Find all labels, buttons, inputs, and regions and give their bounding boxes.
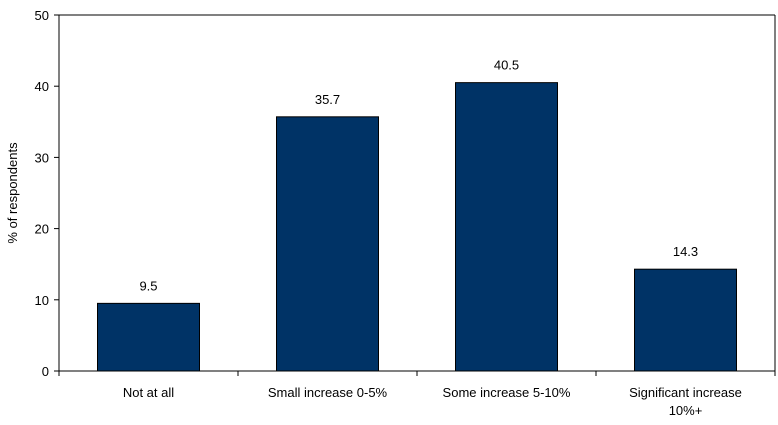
- x-tick-label: Not at all: [123, 385, 174, 400]
- y-axis-title: % of respondents: [5, 142, 20, 244]
- x-tick-label-line: 10%+: [669, 403, 703, 418]
- y-tick-label: 30: [35, 150, 49, 165]
- x-tick-label-line: Not at all: [123, 385, 174, 400]
- x-tick-label-line: Small increase 0-5%: [268, 385, 388, 400]
- y-tick-label: 40: [35, 79, 49, 94]
- x-tick-label: Small increase 0-5%: [268, 385, 388, 400]
- x-tick-label: Significant increase 10%+: [629, 385, 742, 418]
- data-label: 40.5: [494, 58, 519, 73]
- data-label: 9.5: [139, 278, 157, 293]
- y-tick-label: 20: [35, 222, 49, 237]
- data-label: 35.7: [315, 92, 340, 107]
- y-tick-label: 0: [42, 364, 49, 379]
- bar: [276, 116, 379, 372]
- y-tick-label: 10: [35, 293, 49, 308]
- plot-area: 0 10 20 30 40 50 9.5 Not at all 35.7 Small increa…: [35, 8, 776, 418]
- x-tick-label-line: Significant increase: [629, 385, 742, 400]
- bar: [634, 268, 737, 372]
- bar: [97, 302, 200, 372]
- x-tick-label-line: Some increase 5-10%: [443, 385, 571, 400]
- x-tick-label: Some increase 5-10%: [443, 385, 571, 400]
- bar: [455, 82, 558, 372]
- y-tick-label: 50: [35, 8, 49, 23]
- data-label: 14.3: [673, 244, 698, 259]
